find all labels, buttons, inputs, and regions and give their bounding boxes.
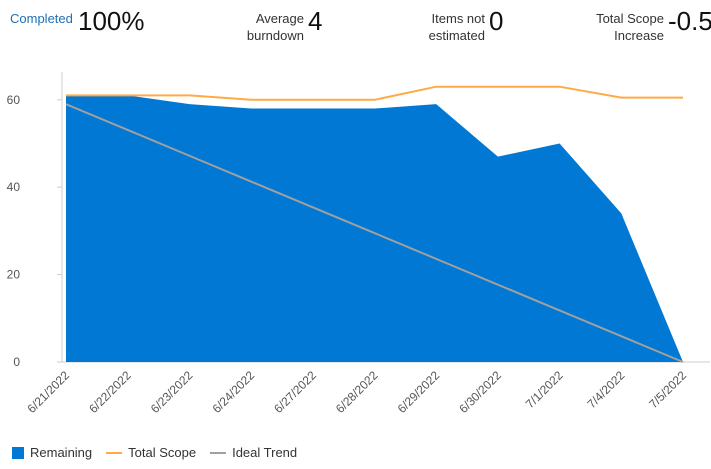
kpi-value: 0	[489, 6, 504, 36]
kpi-label: Items not estimated	[428, 11, 485, 43]
x-tick-label: 6/24/2022	[210, 368, 258, 416]
legend-label: Total Scope	[128, 445, 197, 460]
kpi-value: 100%	[78, 6, 145, 36]
y-tick-label: 60	[7, 93, 21, 107]
legend-item-ideal-trend[interactable]: Ideal Trend	[210, 445, 297, 460]
kpi-label[interactable]: Completed	[10, 11, 73, 26]
legend: Remaining Total Scope Ideal Trend	[12, 445, 297, 460]
x-tick-label: 6/22/2022	[86, 368, 134, 416]
kpi-value: -0.5	[668, 6, 711, 36]
total-scope-line	[66, 85, 683, 101]
kpi-items-not-estimated: Items not estimated 0	[415, 6, 504, 44]
legend-swatch	[12, 446, 24, 459]
x-tick-label: 6/23/2022	[148, 368, 196, 416]
kpi-value: 4	[308, 6, 323, 36]
x-tick-label: 7/1/2022	[523, 368, 566, 411]
x-tick-label: 6/30/2022	[456, 368, 504, 416]
kpi-average-burndown: Average burndown 4	[238, 6, 323, 44]
y-tick-label: 40	[7, 180, 21, 194]
x-tick-label: 6/21/2022	[24, 368, 72, 416]
legend-swatch	[106, 451, 123, 454]
kpi-label: Average burndown	[246, 11, 304, 43]
x-tick-label: 6/28/2022	[333, 368, 381, 416]
kpi-total-scope-increase: Total Scope Increase -0.5	[580, 6, 711, 44]
legend-label: Ideal Trend	[232, 445, 298, 460]
x-tick-label: 6/27/2022	[271, 368, 319, 416]
remaining-area	[66, 95, 683, 363]
x-tick-label: 7/4/2022	[584, 368, 627, 411]
legend-item-remaining[interactable]: Remaining	[12, 445, 92, 460]
legend-item-total-scope[interactable]: Total Scope	[106, 445, 196, 460]
kpi-label: Total Scope Increase	[596, 11, 664, 43]
kpi-completed: Completed 100%	[10, 6, 145, 36]
legend-swatch	[210, 451, 227, 454]
ideal-trend-line	[65, 103, 684, 363]
y-tick-label: 0	[13, 355, 20, 369]
y-tick-label: 20	[7, 268, 21, 282]
legend-label: Remaining	[30, 445, 93, 460]
x-tick-label: 7/5/2022	[646, 368, 689, 411]
x-tick-label: 6/29/2022	[395, 368, 443, 416]
